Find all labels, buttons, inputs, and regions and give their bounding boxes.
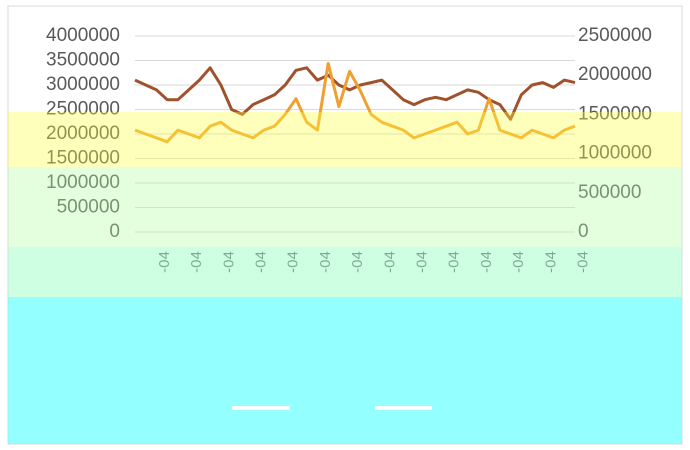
y2-tick-label: 2000000 [578,64,652,85]
y-tick-label: 3000000 [46,74,120,95]
y2-tick-label: 2500000 [578,25,652,46]
series-line [134,61,576,144]
x-tick-label: -04 [510,251,527,273]
y-tick-label: 500000 [57,197,120,218]
y-tick-label: 2500000 [46,99,120,120]
y-tick-label: 3500000 [46,50,120,71]
y-tick-label: 1000000 [46,172,120,193]
x-tick-label: -04 [478,251,495,273]
x-tick-label: -04 [575,251,592,273]
x-tick-label: -04 [349,251,366,273]
x-tick-label: -04 [446,251,463,273]
x-tick-label: -04 [317,251,334,273]
y-tick-label: 1500000 [46,148,120,169]
x-tick-label: -04 [381,251,398,273]
x-tick-label: -04 [414,251,431,273]
y-tick-label: 2000000 [46,123,120,144]
y-tick-label: 0 [109,221,120,242]
x-tick-label: -04 [542,251,559,273]
x-tick-label: -04 [220,251,237,273]
x-tick-label: -04 [285,251,302,273]
y2-tick-label: 0 [578,221,589,242]
y2-tick-label: 500000 [578,182,641,203]
x-tick-label: -04 [188,251,205,273]
y-tick-label: 4000000 [46,25,120,46]
x-tick-label: -04 [156,251,173,273]
y2-tick-label: 1500000 [578,103,652,124]
y2-tick-label: 1000000 [578,143,652,164]
series-line [134,66,576,121]
x-tick-label: -04 [253,251,270,273]
